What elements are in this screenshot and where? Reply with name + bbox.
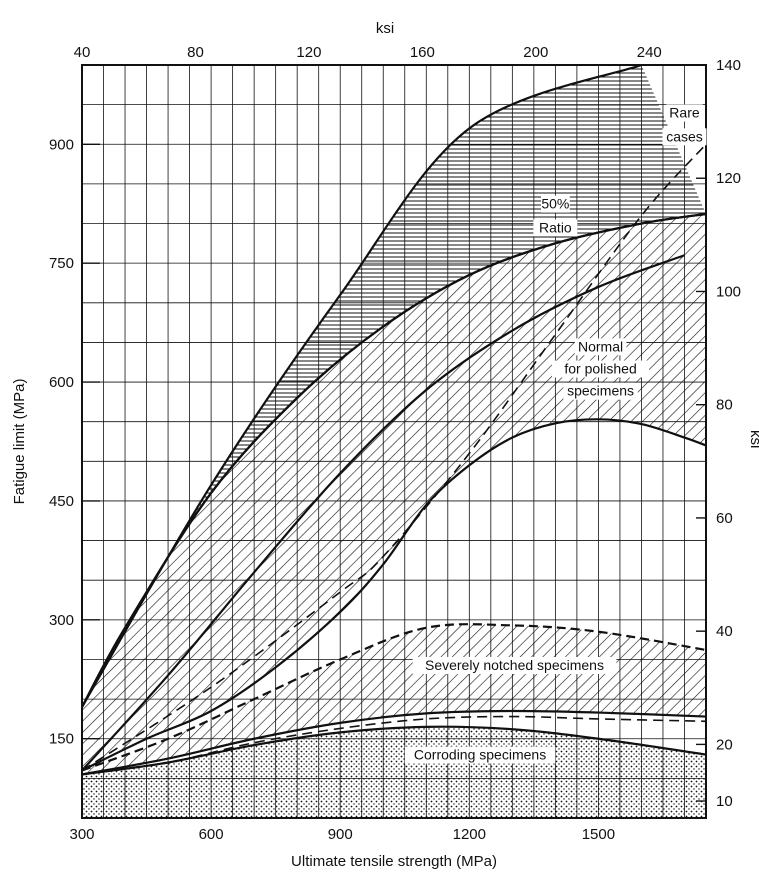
right-tick-label: 10 — [716, 793, 733, 810]
annotation-label: Ratio — [539, 219, 572, 235]
x-tick-label: 300 — [69, 826, 94, 843]
right-axis-title: ksi — [747, 430, 759, 448]
band-upper-severely-notched-specimens — [82, 623, 706, 772]
line-polished-centre — [82, 254, 685, 772]
annotations: Rare cases 50% Ratio Normal for polished speci… — [404, 104, 707, 764]
annotation-label: Rare — [669, 105, 700, 121]
annotation-label: cases — [666, 128, 703, 144]
annotation-label: Severely notched specimens — [425, 657, 604, 673]
annotation-bg — [563, 382, 638, 400]
line-notched-dashed-lower — [82, 715, 706, 776]
x-tick-label: 1200 — [453, 826, 486, 843]
x-tick-label: 600 — [199, 826, 224, 843]
annotation-label: Normal — [578, 338, 623, 354]
right-tick-label: 40 — [716, 623, 733, 640]
right-tick-label: 60 — [716, 510, 733, 527]
annotation-label: specimens — [567, 383, 634, 399]
right-tick-label: 100 — [716, 283, 741, 300]
annotation-bg — [666, 104, 703, 122]
y-tick-label: 600 — [49, 374, 74, 391]
top-tick-label: 160 — [410, 44, 435, 61]
annotation-bg — [662, 128, 707, 146]
top-tick-label: 200 — [523, 44, 548, 61]
right-tick-label: 140 — [716, 57, 741, 74]
y-tick-label: 900 — [49, 136, 74, 153]
y-tick-label: 450 — [49, 493, 74, 510]
band-lower-normal-for-polished-specimens — [82, 418, 706, 772]
y-axis-title: Fatigue limit (MPa) — [11, 379, 28, 505]
y-tick-label: 300 — [49, 612, 74, 629]
annotation-label: 50% — [541, 196, 569, 212]
annotation-bg — [574, 338, 627, 356]
band-normal-for-polished-specimens — [82, 214, 706, 771]
annotation-label: Corroding specimens — [414, 747, 546, 763]
top-tick-label: 240 — [637, 44, 662, 61]
plot-frame — [81, 64, 707, 819]
band-upper-normal-for-polished-specimens — [82, 212, 706, 708]
right-tick-label: 20 — [716, 736, 733, 753]
top-axis-title: ksi — [376, 20, 394, 37]
top-tick-label: 80 — [187, 44, 204, 61]
bands — [82, 65, 706, 818]
annotation-bg — [404, 746, 556, 764]
x-axis-title: Ultimate tensile strength (MPa) — [291, 853, 497, 870]
top-tick-label: 120 — [296, 44, 321, 61]
top-tick-label: 40 — [74, 44, 91, 61]
x-tick-label: 1500 — [582, 826, 615, 843]
right-tick-label: 120 — [716, 170, 741, 187]
annotation-bg — [551, 360, 650, 378]
annotation-bg — [540, 195, 570, 213]
series-lines — [82, 143, 706, 776]
y-tick-label: 150 — [49, 731, 74, 748]
annotation-bg — [412, 656, 617, 674]
tick-labels: 300 600 900 1200 1500 150 300 450 600 750 900 40 80 1… — [49, 44, 741, 843]
right-tick-label: 80 — [716, 397, 733, 414]
annotation-bg — [533, 219, 578, 237]
x-tick-label: 900 — [328, 826, 353, 843]
band-lower-severely-notched-specimens — [82, 709, 706, 776]
annotation-label: for polished — [564, 361, 636, 377]
line-50-ratio — [82, 143, 706, 772]
y-tick-label: 750 — [49, 255, 74, 272]
